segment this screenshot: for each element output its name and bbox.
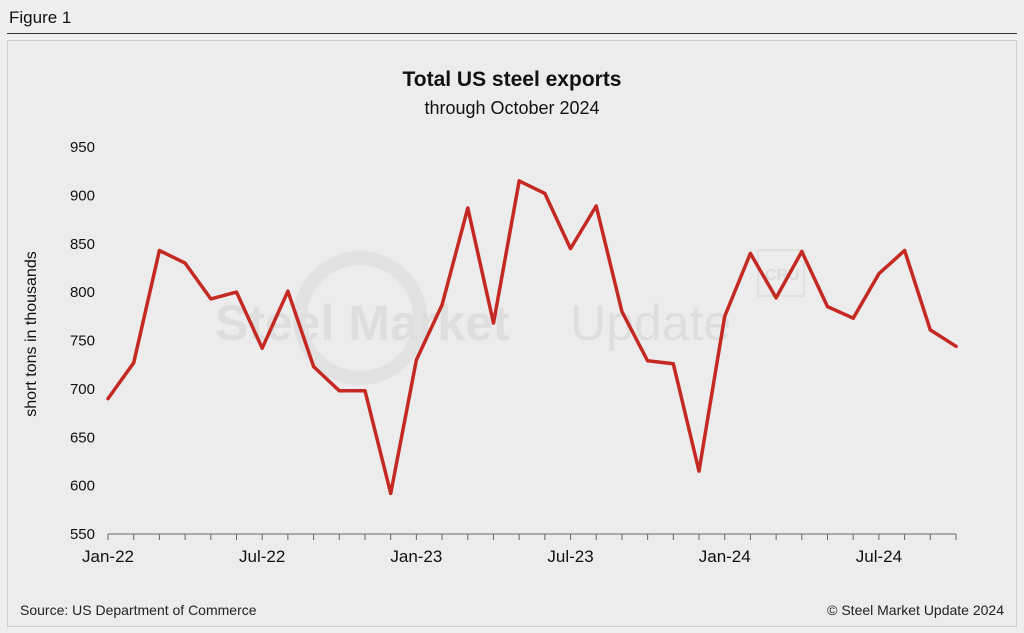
data-point bbox=[414, 358, 418, 362]
y-tick-label: 950 bbox=[70, 139, 95, 156]
data-point bbox=[594, 204, 598, 208]
data-point bbox=[517, 179, 521, 183]
watermark-badge bbox=[757, 249, 805, 297]
data-point bbox=[723, 314, 727, 318]
data-point bbox=[389, 491, 393, 495]
data-point bbox=[209, 297, 213, 301]
data-point bbox=[337, 389, 341, 393]
data-point bbox=[568, 246, 573, 251]
y-axis-label: short tons in thousands bbox=[23, 251, 40, 416]
data-point bbox=[466, 206, 470, 210]
chart-subtitle: through October 2024 bbox=[424, 98, 600, 118]
data-point bbox=[928, 328, 932, 332]
data-point bbox=[877, 272, 881, 276]
data-point bbox=[543, 191, 547, 196]
data-point bbox=[954, 344, 958, 348]
y-axis: 550 600 650 700 750 800 850 900 950 bbox=[70, 139, 95, 543]
data-point bbox=[440, 303, 444, 307]
data-point bbox=[260, 346, 264, 350]
data-point bbox=[234, 290, 239, 294]
data-point bbox=[903, 248, 907, 253]
data-point bbox=[106, 396, 110, 401]
chart-title: Total US steel exports bbox=[402, 68, 622, 91]
data-point bbox=[697, 469, 701, 473]
watermark-badge-text: CRU bbox=[765, 267, 800, 284]
data-point bbox=[774, 296, 778, 300]
copyright-note: © Steel Market Update 2024 bbox=[827, 602, 1004, 618]
x-tick-label: Jan-24 bbox=[699, 547, 751, 566]
data-point bbox=[157, 248, 161, 253]
x-tick-label: Jan-22 bbox=[82, 547, 134, 566]
data-point bbox=[671, 362, 675, 366]
x-tick-label: Jan-23 bbox=[390, 547, 442, 566]
x-axis: Jan-22 Jul-22 Jan-23 Jul-23 Jan-24 Jul-24 bbox=[82, 533, 957, 566]
watermark-ring bbox=[293, 251, 427, 385]
x-tick-label: Jul-24 bbox=[856, 547, 902, 566]
watermark-light-text: Update bbox=[570, 295, 731, 351]
y-tick-label: 550 bbox=[70, 526, 95, 543]
data-point bbox=[825, 305, 830, 309]
data-point bbox=[132, 361, 136, 365]
data-point bbox=[748, 251, 753, 256]
y-tick-label: 850 bbox=[70, 236, 95, 253]
data-point bbox=[311, 365, 316, 369]
x-tick-label: Jul-23 bbox=[547, 547, 593, 566]
y-tick-label: 900 bbox=[70, 187, 95, 204]
series-line bbox=[106, 179, 958, 496]
data-point bbox=[183, 261, 187, 265]
data-point bbox=[800, 249, 804, 254]
y-tick-label: 650 bbox=[70, 429, 95, 446]
source-note: Source: US Department of Commerce bbox=[20, 602, 257, 618]
watermark-logo: Steel Market Update CRU bbox=[215, 249, 805, 385]
figure-label: Figure 1 bbox=[9, 8, 72, 27]
data-point bbox=[851, 316, 855, 320]
chart-panel bbox=[7, 40, 1017, 627]
x-tick-label: Jul-22 bbox=[239, 547, 285, 566]
series-group bbox=[106, 179, 958, 496]
data-point bbox=[620, 309, 624, 314]
y-tick-label: 750 bbox=[70, 333, 95, 350]
data-point bbox=[286, 289, 290, 293]
data-point bbox=[491, 321, 496, 325]
data-point bbox=[363, 389, 367, 393]
header-divider bbox=[7, 33, 1017, 34]
y-tick-label: 700 bbox=[70, 381, 95, 398]
y-tick-label: 600 bbox=[70, 478, 95, 495]
data-point bbox=[646, 359, 650, 363]
y-tick-label: 800 bbox=[70, 284, 95, 301]
